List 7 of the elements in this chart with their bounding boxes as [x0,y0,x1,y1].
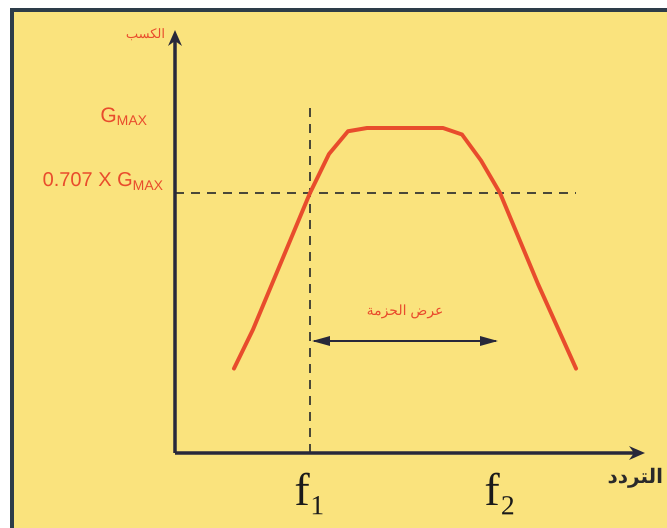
x-axis-title: التردد [608,466,663,488]
x-tick-label: f₂ [484,464,516,515]
x-tick-label: f₁ [294,464,326,515]
text: الكسب [126,26,165,41]
annotation: عرض الحزمة [366,302,444,319]
ref-line-label: 0.707 X G$_{MAX}$ [42,169,164,193]
text: G$_{MAX}$ [100,104,148,128]
